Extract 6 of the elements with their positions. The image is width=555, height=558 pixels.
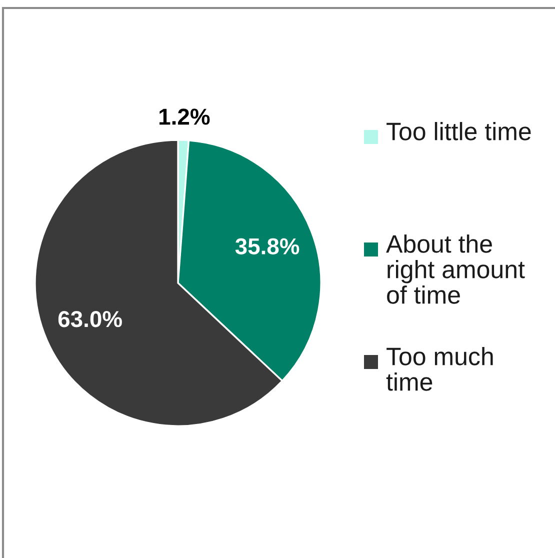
legend-label: Too little time	[386, 122, 531, 140]
data-label: 63.0%	[58, 310, 122, 328]
legend-label: Too much time	[386, 347, 493, 391]
data-label: 35.8%	[235, 238, 300, 254]
data-label: 1.2%	[160, 108, 210, 125]
legend-label: About the right amount of time	[386, 234, 525, 304]
